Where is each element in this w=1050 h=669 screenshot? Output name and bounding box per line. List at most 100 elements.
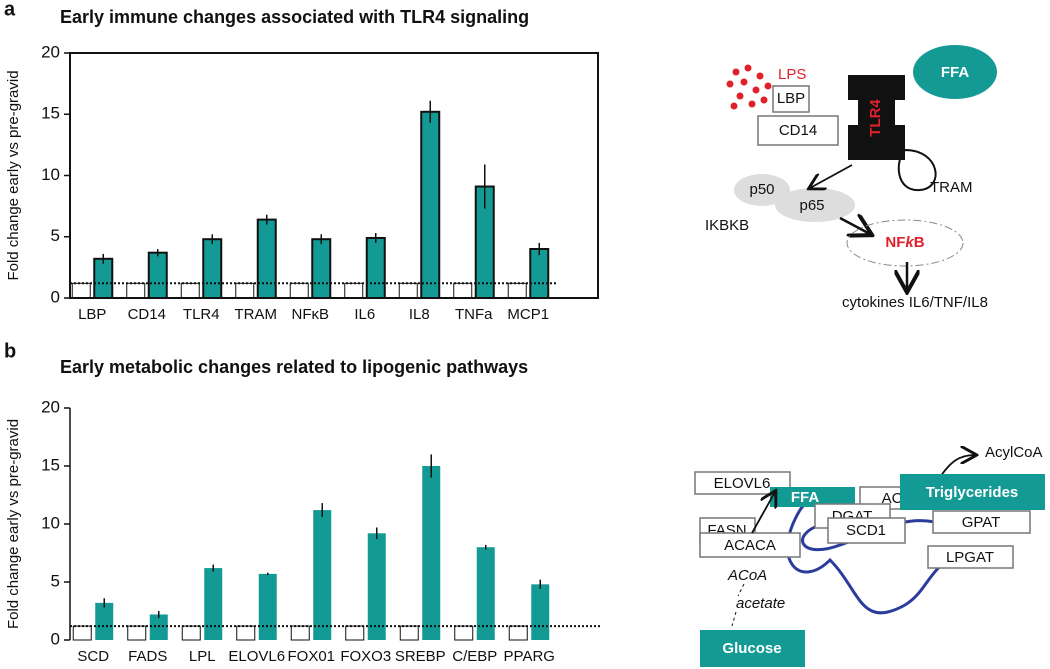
x-tick-label: ELOVL6 (228, 648, 285, 665)
bar (365, 236, 386, 300)
ffa-rect (770, 487, 855, 507)
bar (531, 584, 550, 640)
x-tick-label: SREBP (395, 648, 446, 665)
x-tick-label: FADS (128, 648, 167, 665)
x-tick-label: LBP (78, 306, 106, 323)
panel-letter: a (4, 0, 16, 20)
bar (507, 282, 527, 299)
y-tick-label: 5 (51, 571, 60, 590)
bar (147, 251, 168, 300)
bar (399, 625, 419, 641)
bar (93, 257, 114, 299)
scd1-box (827, 517, 906, 544)
tram-loop (897, 149, 937, 192)
acylcoa-label: AcylCoA (985, 444, 1043, 461)
cd14-label: CD14 (779, 122, 817, 139)
bar (72, 625, 92, 641)
bar (95, 602, 114, 640)
nfkb-label: NFkB (885, 234, 924, 251)
lbp-label: LBP (777, 90, 805, 107)
cd14-box (757, 115, 839, 146)
bar (529, 248, 550, 299)
y-axis-label: Fold change early vs pre-gravid (5, 70, 22, 280)
acaca-label: ACACA (724, 537, 776, 554)
bar (367, 533, 386, 640)
nfkb-part: NF (885, 234, 905, 251)
ffa-ellipse (913, 45, 997, 99)
panel-letter: b (4, 340, 16, 362)
x-tick-label: IL6 (354, 306, 375, 323)
acaca-box (699, 532, 801, 558)
elovl6-label: ELOVL6 (714, 475, 771, 492)
lpgat-box (927, 545, 1014, 569)
bar (256, 218, 277, 300)
bar (345, 625, 365, 641)
y-tick-label: 10 (41, 165, 60, 184)
bar (420, 110, 441, 299)
ffa-label: FFA (941, 64, 969, 81)
bar (202, 238, 223, 299)
triglycerides-label: Triglycerides (926, 484, 1019, 501)
nfkb-part: k (905, 234, 914, 251)
p50-ellipse (734, 174, 790, 206)
y-tick-label: 0 (51, 287, 60, 306)
p65-ellipse (775, 188, 855, 222)
plot-frame (69, 52, 599, 299)
tram-label: TRAM (930, 179, 973, 196)
p65-label: p65 (799, 197, 824, 214)
bar (422, 466, 441, 640)
bar (454, 625, 474, 641)
dashed-link (731, 611, 737, 627)
bar (127, 625, 147, 641)
glucose-rect (700, 630, 805, 667)
dashed-link (737, 583, 745, 597)
y-tick-label: 0 (51, 629, 60, 648)
chart-title: Early metabolic changes related to lipog… (60, 357, 528, 377)
x-tick-label: LPL (189, 648, 216, 665)
triglycerides-rect (900, 474, 1045, 510)
y-tick-label: 15 (41, 104, 60, 123)
arrow (751, 492, 775, 534)
bar (149, 614, 168, 640)
bar (204, 568, 223, 640)
x-tick-label: MCP1 (507, 306, 549, 323)
chart-title: Early immune changes associated with TLR… (60, 7, 529, 27)
gpat-box (932, 510, 1031, 534)
x-tick-label: TLR4 (183, 306, 220, 323)
x-tick-label: TNFa (455, 306, 493, 323)
bar (311, 238, 332, 299)
y-axis-label: Fold change early vs pre-gravid (5, 419, 22, 629)
scd1-label: SCD1 (846, 522, 886, 539)
arrow (839, 218, 870, 234)
bar (313, 510, 332, 640)
acetate-label: acetate (736, 595, 785, 612)
bar (289, 282, 309, 299)
ffa-label: FFA (791, 489, 819, 506)
bar (180, 282, 200, 299)
arrow (810, 164, 853, 188)
cytokines-label: cytokines IL6/TNF/IL8 (842, 294, 988, 311)
bar (71, 282, 91, 299)
tlr4-receptor (848, 75, 905, 160)
y-tick-label: 20 (41, 397, 60, 416)
lpgat-label: LPGAT (946, 549, 994, 566)
bar (258, 573, 277, 640)
bar (236, 625, 256, 641)
lps-dots (726, 64, 772, 110)
x-tick-label: CD14 (128, 306, 166, 323)
x-tick-label: FOX01 (287, 648, 335, 665)
bar (126, 282, 146, 299)
lps-label: LPS (778, 66, 806, 83)
diagram-a: LPS LBP CD14 TLR4 FFA TRAM p50 p65 IKBKB… (705, 45, 997, 311)
x-tick-label: NFκB (292, 306, 330, 323)
y-tick-label: 15 (41, 455, 60, 474)
x-tick-label: FOXO3 (340, 648, 391, 665)
y-tick-label: 20 (41, 42, 60, 61)
bar (476, 547, 495, 640)
x-tick-label: PPARG (504, 648, 555, 665)
bar (181, 625, 201, 641)
gpat-label: GPAT (962, 514, 1001, 531)
y-tick-label: 5 (51, 226, 60, 245)
tlr4-label: TLR4 (867, 99, 884, 137)
